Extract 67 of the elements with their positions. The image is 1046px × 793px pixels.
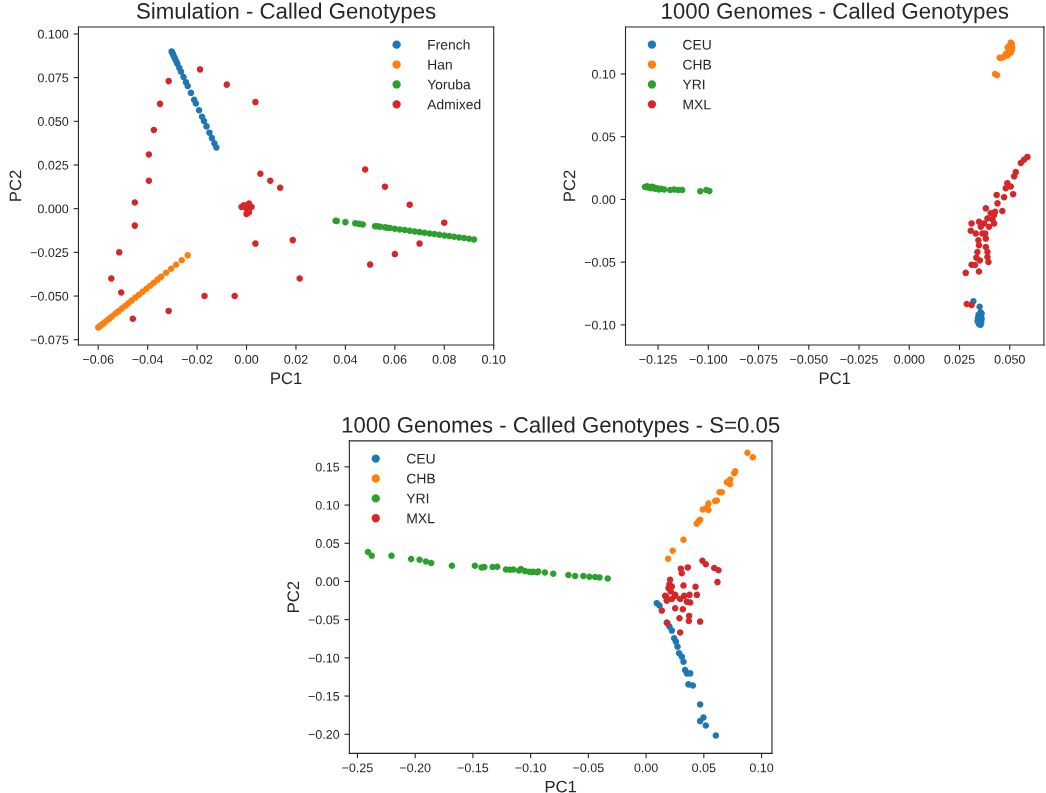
legend-label: French: [428, 39, 470, 50]
x-tick-label: −0.125: [639, 355, 677, 364]
y-tick-label: 0.05: [315, 539, 340, 548]
legend-label: YRI: [406, 493, 429, 504]
y-tick-label: −0.10: [584, 320, 616, 330]
legend-label: CEU: [407, 453, 435, 464]
y-tick-label: 0.025: [37, 160, 69, 170]
y-tick-label: −0.05: [584, 257, 616, 267]
x-tick-label: 0.000: [894, 355, 925, 364]
y-axis-title: PC2: [563, 170, 576, 201]
x-tick-label: −0.100: [689, 355, 728, 364]
y-tick-label: −0.10: [308, 653, 340, 663]
x-tick-label: 0.08: [432, 355, 456, 364]
x-tick-label: −0.025: [840, 355, 878, 364]
x-tick-label: −0.06: [83, 355, 114, 364]
legend-label: YRI: [682, 79, 705, 90]
legend-label: Admixed: [427, 99, 481, 110]
x-tick-label: −0.10: [515, 763, 546, 773]
y-tick-label: 0.10: [591, 69, 616, 79]
legend-label: MXL: [683, 99, 711, 110]
x-tick-label: 0.05: [692, 763, 716, 773]
legend-label: Yoruba: [427, 79, 471, 90]
x-tick-label: −0.075: [739, 355, 778, 364]
y-tick-label: −0.025: [30, 248, 69, 257]
chart-title: Simulation - Called Genotypes: [137, 2, 436, 24]
x-axis-title: PC1: [545, 780, 577, 793]
y-tick-label: −0.15: [308, 691, 340, 701]
legend-label: CHB: [407, 473, 435, 484]
x-tick-label: 0.02: [284, 355, 308, 364]
x-tick-label: −0.050: [790, 355, 828, 364]
x-tick-label: 0.00: [634, 763, 658, 773]
x-tick-label: 0.10: [482, 355, 506, 364]
x-tick-label: −0.05: [573, 763, 604, 773]
y-tick-label: 0.00: [591, 195, 616, 205]
x-tick-label: −0.15: [457, 763, 489, 773]
legend-label: CHB: [683, 59, 712, 70]
y-tick-label: 0.00: [315, 577, 340, 587]
x-tick-label: 0.10: [749, 763, 774, 773]
x-axis-title: PC1: [819, 372, 851, 385]
x-tick-label: 0.04: [333, 355, 358, 364]
y-tick-label: 0.050: [37, 117, 69, 126]
x-tick-label: 0.025: [944, 355, 975, 364]
y-tick-label: −0.05: [308, 615, 340, 625]
y-tick-label: −0.050: [30, 291, 69, 301]
x-tick-label: 0.00: [234, 355, 259, 364]
legend-label: Han: [428, 59, 452, 70]
y-tick-label: 0.15: [315, 462, 340, 472]
legend-label: CEU: [683, 39, 711, 50]
x-tick-label: −0.02: [181, 355, 213, 364]
y-tick-label: −0.20: [308, 730, 340, 739]
chart-title: 1000 Genomes - Called Genotypes: [662, 2, 1009, 24]
y-tick-label: 0.000: [37, 204, 69, 214]
y-axis-title: PC2: [9, 170, 22, 201]
x-axis-title: PC1: [271, 372, 302, 385]
x-tick-label: 0.06: [383, 355, 407, 364]
x-tick-label: 0.050: [994, 355, 1025, 364]
x-tick-label: −0.25: [342, 763, 373, 773]
y-tick-label: 0.075: [37, 73, 69, 83]
y-axis-title: PC2: [287, 581, 300, 612]
x-tick-label: −0.20: [399, 763, 431, 773]
y-tick-label: −0.075: [30, 335, 69, 345]
x-tick-label: −0.04: [132, 355, 164, 364]
y-tick-label: 0.10: [315, 500, 340, 510]
y-tick-label: 0.100: [37, 29, 69, 39]
chart-title: 1000 Genomes - Called Genotypes - S=0.05: [342, 416, 780, 438]
y-tick-label: 0.05: [591, 132, 616, 142]
legend-label: MXL: [407, 513, 435, 524]
